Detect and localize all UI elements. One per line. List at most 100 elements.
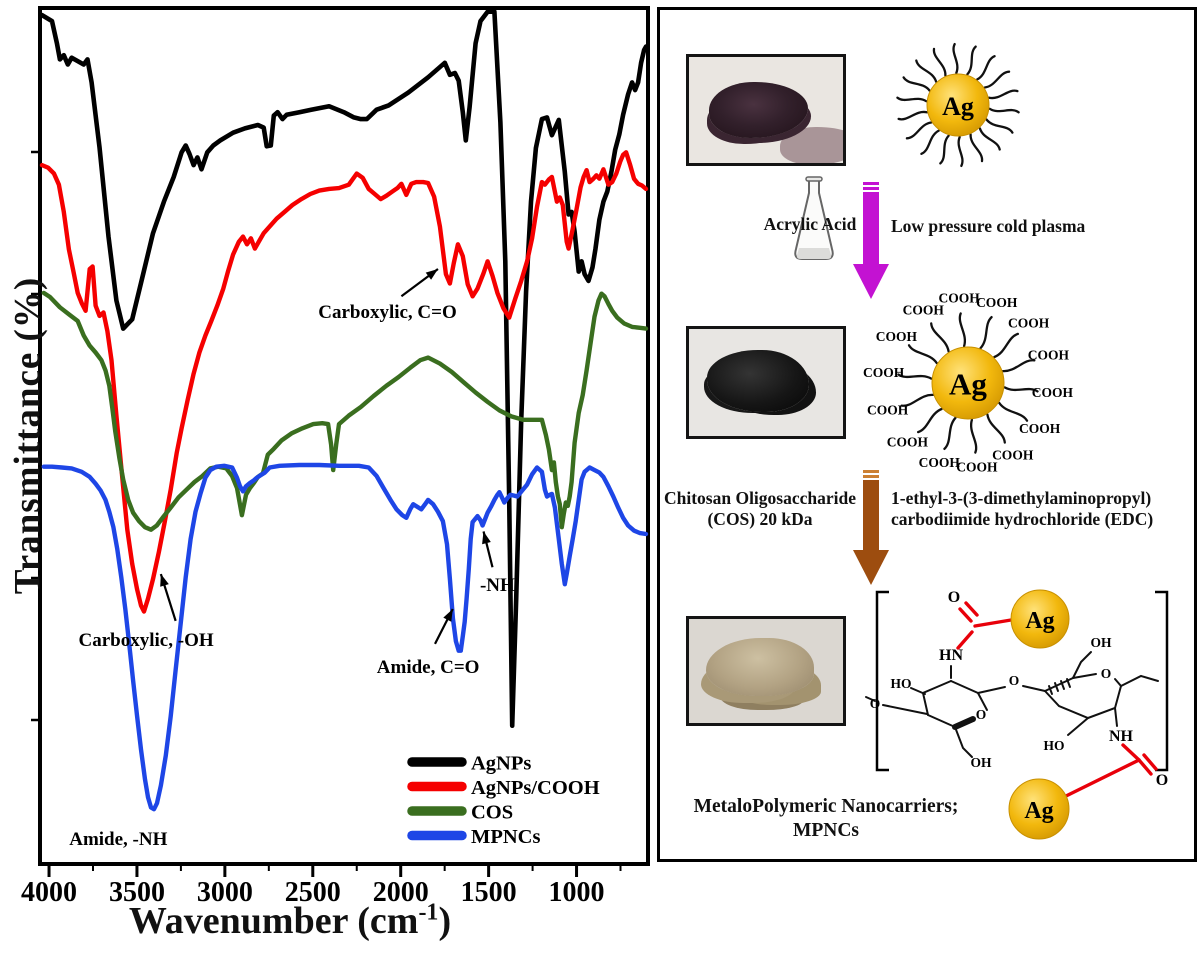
- ligand-line: [978, 127, 1001, 151]
- plasma-arrow-icon: [853, 182, 889, 299]
- ligand-line: [900, 393, 935, 407]
- annotation-arrowhead: [160, 574, 169, 587]
- synthesis-scheme-panel: Ag Acrylic Acid Low pressure cold plasma…: [657, 7, 1197, 862]
- ligand-line: [943, 416, 957, 451]
- spectrum-MPNCs: [41, 462, 649, 812]
- atom-label-NH: NH: [1109, 728, 1134, 745]
- cos-reagent-line1: Chitosan Oligosaccharide: [663, 488, 857, 508]
- x-axis-label-close: ): [438, 900, 452, 942]
- ag-sphere-bottom: [1008, 778, 1070, 840]
- atom-label-O: O: [1101, 666, 1112, 681]
- atom-label-O: O: [1156, 772, 1168, 789]
- x-tick-label: 4000: [21, 877, 77, 908]
- cooh-label: COOH: [876, 329, 918, 344]
- ligand-line: [897, 373, 933, 380]
- ligand-line: [930, 322, 950, 353]
- cooh-label: COOH: [903, 303, 945, 318]
- ligand-line: [993, 332, 1020, 359]
- annotation-arrowhead: [443, 609, 453, 622]
- annotation-label: Amide, C=O: [377, 657, 480, 678]
- annotation-label: -NH: [480, 575, 515, 596]
- ligand-line: [897, 110, 928, 121]
- legend-label: MPNCs: [471, 826, 540, 848]
- cooh-label: COOH: [1028, 348, 1070, 363]
- spectrum-AgNPs: [39, 9, 649, 728]
- agnps-cooh-powder-photo: [686, 326, 846, 439]
- cooh-label: COOH: [1008, 315, 1050, 330]
- acrylic-acid-label: Acrylic Acid: [763, 214, 857, 234]
- mpnc-powder-photo: [686, 616, 846, 726]
- cooh-label: COOH: [992, 447, 1034, 462]
- ligand-line: [983, 70, 1011, 89]
- x-tick-label: 1500: [461, 877, 517, 908]
- plasma-step-label: Low pressure cold plasma: [891, 216, 1086, 236]
- atom-label-O: O: [1009, 673, 1020, 688]
- ligand-line: [976, 55, 996, 81]
- ligand-line: [969, 133, 984, 163]
- ring-bonds: [865, 651, 1159, 758]
- x-tick-label: 2500: [285, 877, 341, 908]
- atom-label-HN: HN: [939, 647, 963, 664]
- x-tick-label: 3000: [197, 877, 253, 908]
- silver-nanoparticle-core: [931, 346, 1005, 420]
- x-tick-label: 3500: [109, 877, 165, 908]
- edc-arrow-icon: [853, 470, 889, 585]
- ligand-line: [916, 407, 943, 434]
- atom-label-HO: HO: [890, 676, 911, 691]
- flask-rim: [805, 176, 823, 182]
- spectrum-AgNPs-COOH: [39, 150, 649, 614]
- bracket-left: [875, 590, 889, 772]
- annotation-arrowhead: [425, 269, 438, 280]
- x-axis-label: Wavenumber (cm-1): [0, 899, 580, 943]
- atom-label-OH: OH: [1090, 635, 1112, 650]
- ligand-line: [958, 312, 967, 348]
- ligand-line: [1003, 386, 1039, 393]
- atom-label-HO: HO: [1043, 738, 1064, 753]
- black-powder-blob: [707, 350, 810, 413]
- ligand-line: [1001, 359, 1036, 373]
- ag-sphere-bottom-label: Ag: [1024, 798, 1053, 824]
- legend-label: COS: [471, 802, 513, 824]
- ligand-line: [952, 42, 959, 75]
- x-tick-label: 2000: [373, 877, 429, 908]
- ligand-line: [902, 76, 931, 92]
- spectrum-COS: [41, 290, 649, 532]
- ligand-line: [969, 418, 978, 454]
- ligand-line: [939, 134, 950, 165]
- annotation-label: Carboxylic, -OH: [79, 630, 214, 651]
- atom-label-O: O: [870, 696, 881, 711]
- amide-bonds: [956, 601, 1158, 798]
- ag-core-label: Ag: [949, 367, 987, 402]
- atom-label-OH: OH: [970, 755, 992, 770]
- cooh-label: COOH: [887, 435, 929, 450]
- flask-icon: [794, 176, 834, 260]
- cooh-label: COOH: [938, 291, 980, 306]
- ag-sphere-top-label: Ag: [1025, 608, 1054, 634]
- ligand-line: [979, 315, 993, 350]
- edc-reagent-line1: 1-ethyl-3-(3-dimethylaminopropyl): [891, 488, 1152, 508]
- ligand-line: [985, 118, 1014, 134]
- x-axis-label-sup: -1: [418, 899, 439, 926]
- tan-powder-blob: [705, 637, 814, 696]
- agnp-cooh-graphic: COOHCOOHCOOHCOOHCOOHCOOHCOOHCOOHCOOHCOOH…: [863, 291, 1074, 475]
- ligand-line: [920, 129, 940, 155]
- legend-label: AgNPs: [471, 753, 531, 775]
- x-tick-label: 1000: [549, 877, 605, 908]
- atom-label-O: O: [948, 589, 960, 606]
- annotation-label: Amide, -NH: [69, 829, 167, 850]
- cooh-label: COOH: [919, 455, 961, 470]
- ftir-plot: 4000 3500 3000 2500 2000 1500 1000 AgNPsAgNPs/C…: [21, 6, 650, 908]
- ligand-line: [957, 135, 964, 168]
- bracket-right: [1155, 590, 1169, 772]
- atom-labels: O HN HO O O OH O O OH HO NH O: [870, 589, 1168, 789]
- ligand-line: [915, 59, 938, 83]
- x-axis-label-text: Wavenumber (cm: [128, 900, 419, 942]
- ligand-line: [986, 413, 1006, 444]
- ligand-line: [966, 45, 977, 76]
- ligand-line: [988, 107, 1020, 114]
- annotation-arrowhead: [482, 531, 491, 545]
- ligand-line: [905, 121, 933, 140]
- dark-powder-blob: [709, 82, 808, 138]
- ligand-line: [998, 401, 1029, 422]
